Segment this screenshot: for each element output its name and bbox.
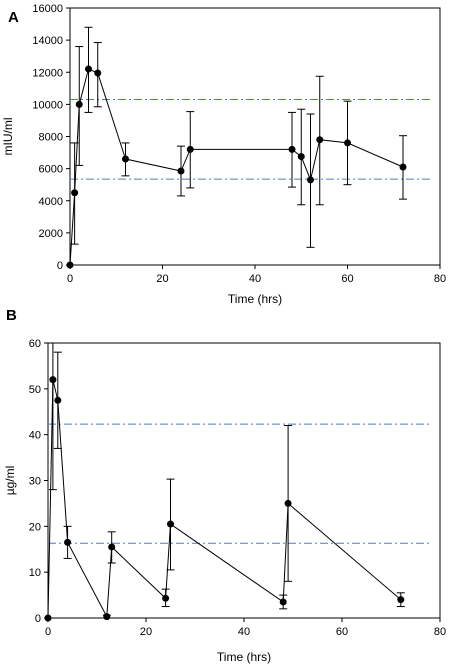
y-tick-label: 0 bbox=[57, 260, 63, 272]
y-tick-label: 8000 bbox=[39, 132, 63, 144]
series-line bbox=[69, 68, 404, 266]
data-point bbox=[85, 65, 92, 73]
x-tick-label: 40 bbox=[238, 626, 250, 638]
data-point bbox=[162, 594, 170, 602]
y-tick-label: 2000 bbox=[39, 228, 63, 240]
x-tick-label: 60 bbox=[341, 273, 353, 285]
data-point bbox=[54, 396, 62, 404]
x-tick-label: 0 bbox=[67, 273, 73, 285]
y-tick-label: 50 bbox=[29, 384, 41, 396]
plot-frame bbox=[47, 342, 441, 619]
y-axis-title: µg/ml bbox=[3, 466, 17, 496]
data-point bbox=[177, 167, 185, 175]
data-point bbox=[108, 543, 116, 551]
y-tick-label: 60 bbox=[29, 338, 41, 350]
panel-label: B bbox=[6, 307, 17, 324]
x-tick-label: 60 bbox=[336, 626, 348, 638]
x-tick-label: 20 bbox=[156, 273, 168, 285]
x-axis-title: Time (hrs) bbox=[228, 292, 282, 306]
data-point bbox=[397, 596, 405, 604]
series-line bbox=[47, 379, 402, 619]
data-point bbox=[344, 139, 351, 147]
data-point bbox=[186, 145, 194, 153]
y-tick-label: 14000 bbox=[32, 35, 63, 47]
data-point bbox=[297, 153, 305, 161]
data-point bbox=[167, 520, 174, 528]
x-tick-label: 40 bbox=[249, 273, 261, 285]
chart-panel-b: B 0 10 20 30 40 50 60 0 20 40 60 80 Time (hrs) µg/ml bbox=[3, 307, 446, 664]
data-point bbox=[71, 189, 79, 197]
y-tick-label: 12000 bbox=[32, 67, 63, 79]
data-point bbox=[103, 613, 111, 621]
data-point bbox=[399, 163, 407, 171]
x-tick-label: 80 bbox=[434, 273, 446, 285]
data-point bbox=[44, 614, 52, 622]
y-axis-title: mIU/ml bbox=[1, 118, 15, 156]
x-tick-label: 0 bbox=[45, 626, 51, 638]
y-tick-label: 40 bbox=[29, 430, 41, 442]
y-tick-label: 30 bbox=[29, 476, 41, 488]
data-point bbox=[307, 176, 314, 184]
y-tick-label: 4000 bbox=[39, 196, 63, 208]
y-tick-label: 10000 bbox=[32, 99, 63, 111]
y-tick-label: 16000 bbox=[32, 3, 63, 15]
chart-panel-a: A 0 2000 4000 6000 8000 10000 12000 14000 16000 0 2… bbox=[1, 3, 446, 306]
data-point bbox=[94, 69, 102, 77]
data-point bbox=[316, 136, 324, 144]
data-point bbox=[122, 155, 129, 163]
y-tick-label: 0 bbox=[35, 613, 41, 625]
y-tick-label: 6000 bbox=[39, 164, 63, 176]
panel-label: A bbox=[8, 9, 19, 26]
data-point bbox=[49, 376, 57, 384]
x-axis-title: Time (hrs) bbox=[217, 650, 271, 664]
data-point bbox=[64, 538, 72, 546]
data-point bbox=[284, 499, 292, 507]
data-point bbox=[288, 145, 296, 153]
data-point bbox=[75, 100, 83, 108]
y-tick-label: 10 bbox=[29, 567, 41, 579]
data-point bbox=[279, 598, 287, 606]
plot-frame bbox=[69, 7, 441, 266]
x-tick-label: 80 bbox=[434, 626, 446, 638]
x-tick-label: 20 bbox=[140, 626, 152, 638]
y-tick-label: 20 bbox=[29, 521, 41, 533]
data-point bbox=[66, 261, 74, 269]
